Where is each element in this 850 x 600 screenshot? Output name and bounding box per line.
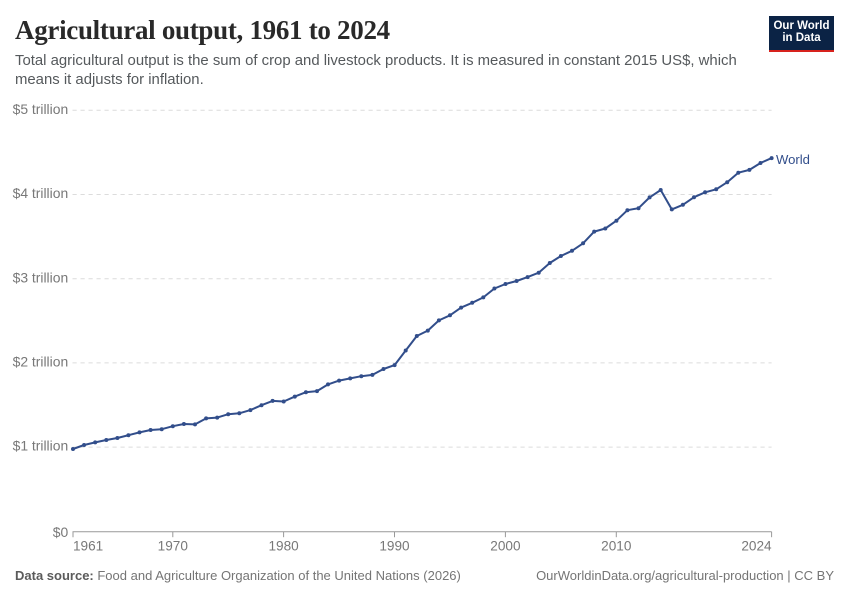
- svg-text:$2 trillion: $2 trillion: [13, 354, 69, 370]
- svg-text:$3 trillion: $3 trillion: [13, 269, 69, 285]
- svg-text:1961: 1961: [73, 539, 103, 554]
- svg-text:1970: 1970: [158, 539, 189, 554]
- svg-text:2000: 2000: [490, 539, 521, 554]
- svg-text:$4 trillion: $4 trillion: [13, 185, 69, 201]
- svg-text:$0: $0: [53, 524, 69, 540]
- svg-text:1990: 1990: [379, 539, 410, 554]
- svg-text:2010: 2010: [601, 539, 632, 554]
- svg-text:1980: 1980: [268, 539, 299, 554]
- svg-text:2024: 2024: [741, 539, 772, 554]
- svg-text:World: World: [776, 152, 810, 167]
- svg-text:$1 trillion: $1 trillion: [13, 438, 69, 454]
- svg-text:$5 trillion: $5 trillion: [13, 101, 69, 117]
